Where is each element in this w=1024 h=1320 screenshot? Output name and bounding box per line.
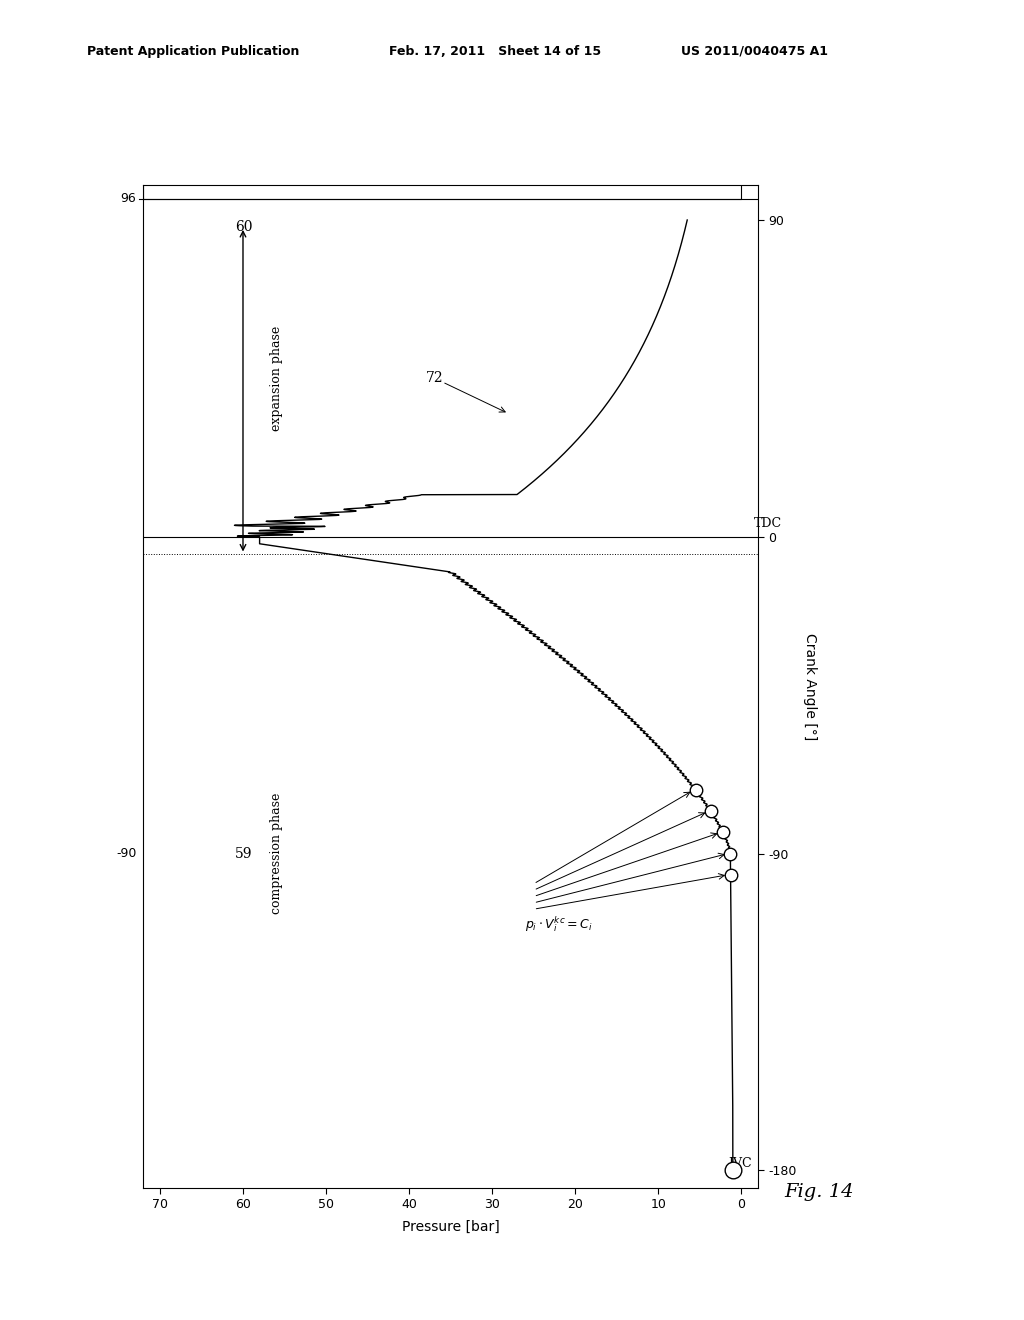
Text: $p_i \cdot V_i^{kc}=C_i$: $p_i \cdot V_i^{kc}=C_i$: [524, 915, 592, 933]
Text: Feb. 17, 2011   Sheet 14 of 15: Feb. 17, 2011 Sheet 14 of 15: [389, 45, 601, 58]
Bar: [143, 181, 741, 199]
Text: TDC: TDC: [754, 516, 781, 529]
Text: US 2011/0040475 A1: US 2011/0040475 A1: [681, 45, 828, 58]
Text: 59: 59: [234, 846, 252, 861]
Text: -90: -90: [116, 847, 136, 861]
Text: 60: 60: [234, 220, 252, 234]
Text: compression phase: compression phase: [269, 793, 283, 915]
Text: 72: 72: [426, 371, 443, 385]
Text: Fig. 14: Fig. 14: [784, 1183, 854, 1201]
Text: 96: 96: [121, 193, 136, 206]
Y-axis label: Crank Angle [°]: Crank Angle [°]: [804, 632, 817, 741]
Text: IVC: IVC: [729, 1158, 753, 1171]
X-axis label: Pressure [bar]: Pressure [bar]: [401, 1220, 500, 1234]
Text: expansion phase: expansion phase: [269, 326, 283, 432]
Text: Patent Application Publication: Patent Application Publication: [87, 45, 299, 58]
